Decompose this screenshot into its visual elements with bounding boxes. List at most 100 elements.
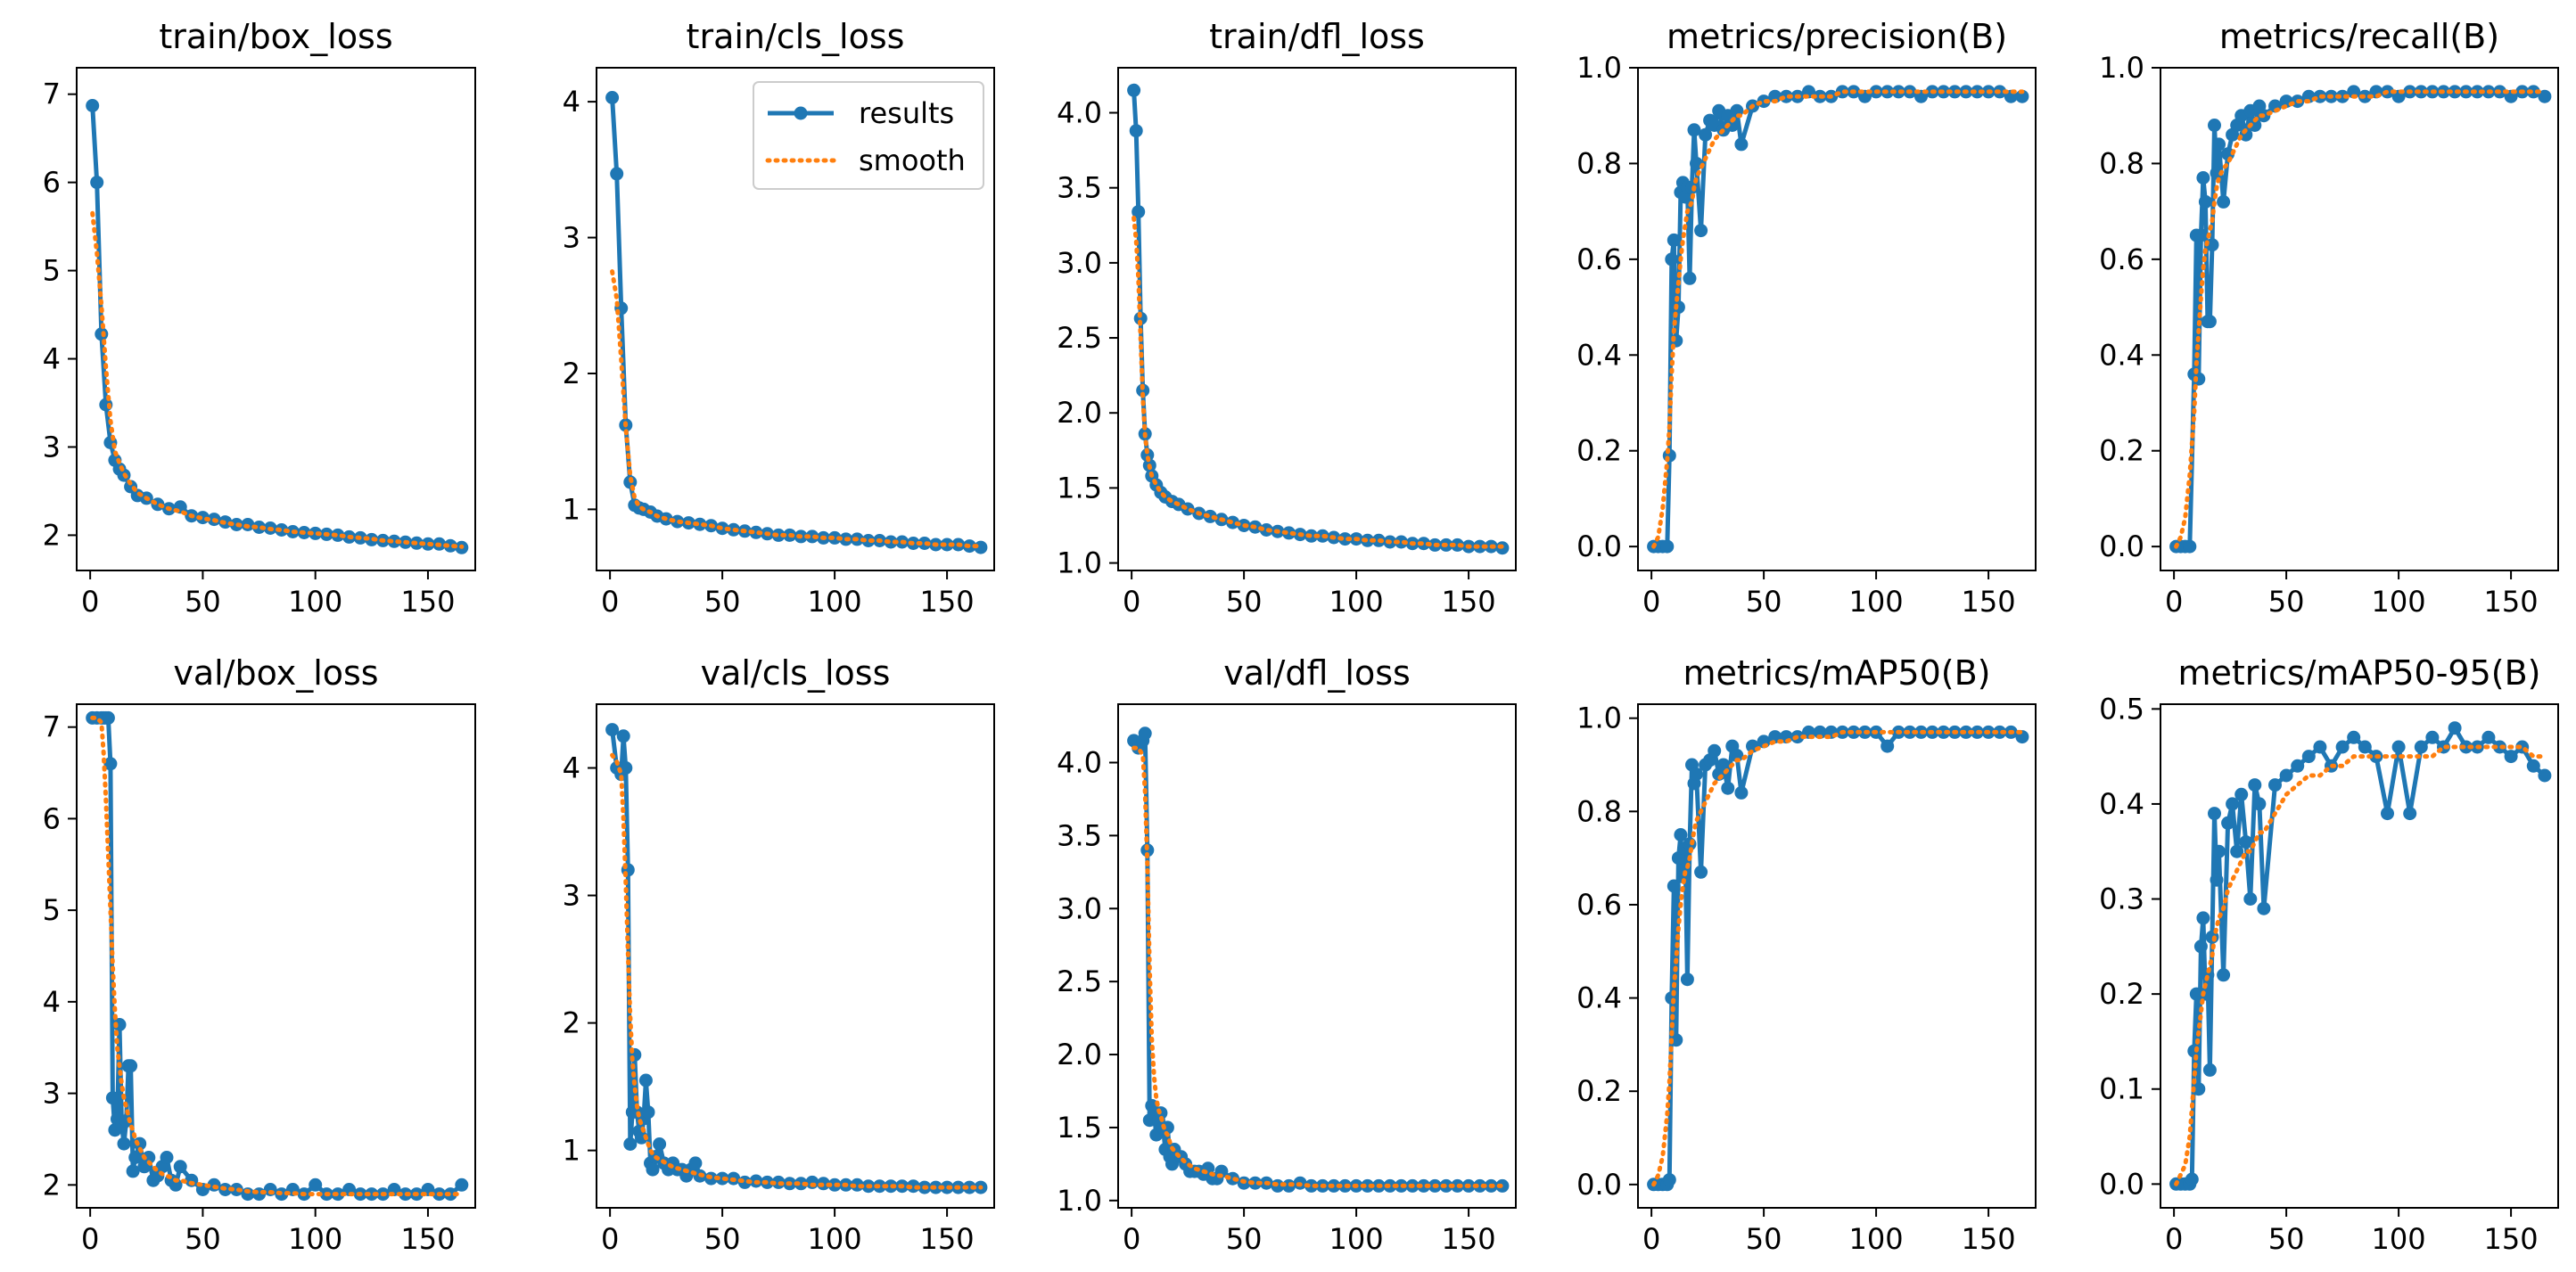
x-tick-label: 100	[1849, 585, 1904, 619]
axes-frame	[596, 67, 995, 571]
data-point-results	[1338, 532, 1352, 546]
subplot-val-box-loss: val/box_loss 0 50 100 150 2 3 4 5 6 7	[43, 653, 476, 1256]
data-point-results	[2381, 807, 2394, 821]
data-point-results	[616, 729, 630, 743]
x-tick-label: 100	[288, 585, 342, 619]
data-point-results	[2210, 873, 2224, 887]
plot-area	[2169, 721, 2552, 1191]
y-tick-label: 0.5	[2099, 692, 2144, 726]
data-point-results	[1708, 743, 1722, 758]
subplot-train-dfl-loss: train/dfl_loss 0 50 100 150 1.0 1.5 2.0 2.5 3.0 3.…	[1057, 17, 1517, 619]
x-tick-label: 0	[2165, 1222, 2183, 1256]
x-tick-label: 0	[601, 585, 619, 619]
data-point-results	[2196, 171, 2210, 185]
data-point-results	[1993, 725, 2007, 739]
x-tick-label: 50	[185, 585, 221, 619]
data-point-results	[1937, 725, 1951, 739]
data-point-results	[749, 525, 763, 539]
data-point-results	[105, 1091, 119, 1105]
data-point-results	[1716, 758, 1731, 772]
x-tick-label: 100	[2372, 585, 2426, 619]
plot-area	[86, 99, 469, 554]
y-tick-label: 2.5	[1057, 964, 1102, 998]
y-tick-label: 3	[563, 221, 580, 255]
data-point-results	[1813, 725, 1827, 739]
data-point-results	[1667, 233, 1681, 247]
subplot-metrics-map50-95-b: metrics/mAP50-95(B) 0 50 100 150 0.0 0.1 0.2 0.3…	[2099, 653, 2559, 1256]
data-point-results	[126, 1164, 140, 1178]
data-point-results	[2335, 89, 2350, 103]
data-point-results	[2226, 797, 2240, 811]
y-tick-label: 6	[43, 166, 61, 200]
data-point-results	[2248, 119, 2262, 132]
data-point-results	[1395, 535, 1408, 549]
y-tick-label: 3.5	[1057, 818, 1102, 852]
y-tick-label: 1	[563, 492, 580, 526]
x-tick-label: 150	[400, 1222, 455, 1256]
data-point-results	[173, 1160, 187, 1174]
data-point-results	[2193, 228, 2208, 242]
y-tick-label: 2	[43, 1168, 61, 1202]
axes-frame	[2160, 703, 2559, 1209]
data-point-results	[169, 1178, 183, 1192]
data-point-results	[2212, 844, 2226, 858]
y-tick-label: 4	[43, 985, 61, 1019]
y-tick-label: 5	[43, 893, 61, 927]
subplot-train-box-loss: train/box_loss 0 50 100 150 2 3 4 5 6 7	[43, 17, 476, 619]
data-point-results	[605, 91, 620, 104]
x-tick-label: 50	[704, 585, 741, 619]
data-point-results	[2313, 740, 2327, 754]
data-point-results	[2185, 1172, 2199, 1186]
y-tick-label: 0.8	[1576, 794, 1622, 828]
data-point-results	[124, 1059, 138, 1073]
series-line-smooth	[1651, 729, 2025, 1187]
data-point-results	[2257, 901, 2271, 915]
x-tick-label: 100	[1329, 585, 1384, 619]
x-tick-label: 0	[1642, 585, 1660, 619]
subplot-title: metrics/mAP50(B)	[1683, 653, 1991, 693]
y-tick-label: 0.0	[2099, 529, 2144, 563]
data-point-results	[160, 1151, 174, 1164]
data-point-results	[605, 723, 620, 737]
x-tick-label: 150	[920, 585, 975, 619]
y-tick-label: 1.0	[1057, 546, 1102, 580]
data-point-results	[1725, 119, 1740, 132]
data-point-results	[1132, 205, 1146, 219]
data-point-results	[2193, 940, 2208, 954]
y-tick-label: 2	[563, 1006, 580, 1040]
subplot-metrics-recall-b: metrics/recall(B) 0 50 100 150 0.0 0.2 0.4 0.6 0.…	[2099, 17, 2559, 619]
y-tick-label: 3.5	[1057, 171, 1102, 205]
plot-area	[1647, 85, 2029, 554]
axes-frame	[2160, 67, 2559, 571]
x-tick-label: 100	[288, 1222, 342, 1256]
data-point-results	[2210, 166, 2224, 180]
data-point-results	[2217, 194, 2231, 209]
y-tick-label: 3.0	[1057, 246, 1102, 280]
data-point-results	[1768, 89, 1782, 103]
axes-frame	[596, 703, 995, 1209]
axes-frame	[1117, 67, 1517, 571]
data-point-results	[1127, 83, 1141, 97]
data-point-results	[103, 757, 118, 771]
y-tick-label: 0.8	[2099, 146, 2144, 180]
y-tick-label: 3	[43, 430, 61, 464]
legend-results-label: results	[859, 96, 954, 130]
data-point-results	[1881, 739, 1895, 753]
x-tick-label: 150	[1962, 585, 2016, 619]
data-point-results	[1129, 124, 1143, 138]
subplot-train-cls-loss: train/cls_loss 0 50 100 150 1 2 3 4 results smooth	[563, 17, 995, 619]
legend-smooth-label: smooth	[859, 144, 966, 177]
data-point-results	[185, 1173, 199, 1187]
series-line-results	[2176, 726, 2547, 1186]
data-point-results	[940, 538, 954, 552]
data-point-results	[2526, 759, 2540, 773]
data-point-results	[2279, 768, 2293, 783]
data-point-results	[1694, 224, 1708, 238]
x-tick-label: 50	[185, 1222, 221, 1256]
data-point-results	[2414, 740, 2428, 754]
y-tick-label: 1.5	[1057, 471, 1102, 505]
subplot-title: train/box_loss	[159, 17, 392, 56]
data-point-results	[309, 526, 323, 540]
data-point-results	[2202, 1063, 2217, 1077]
